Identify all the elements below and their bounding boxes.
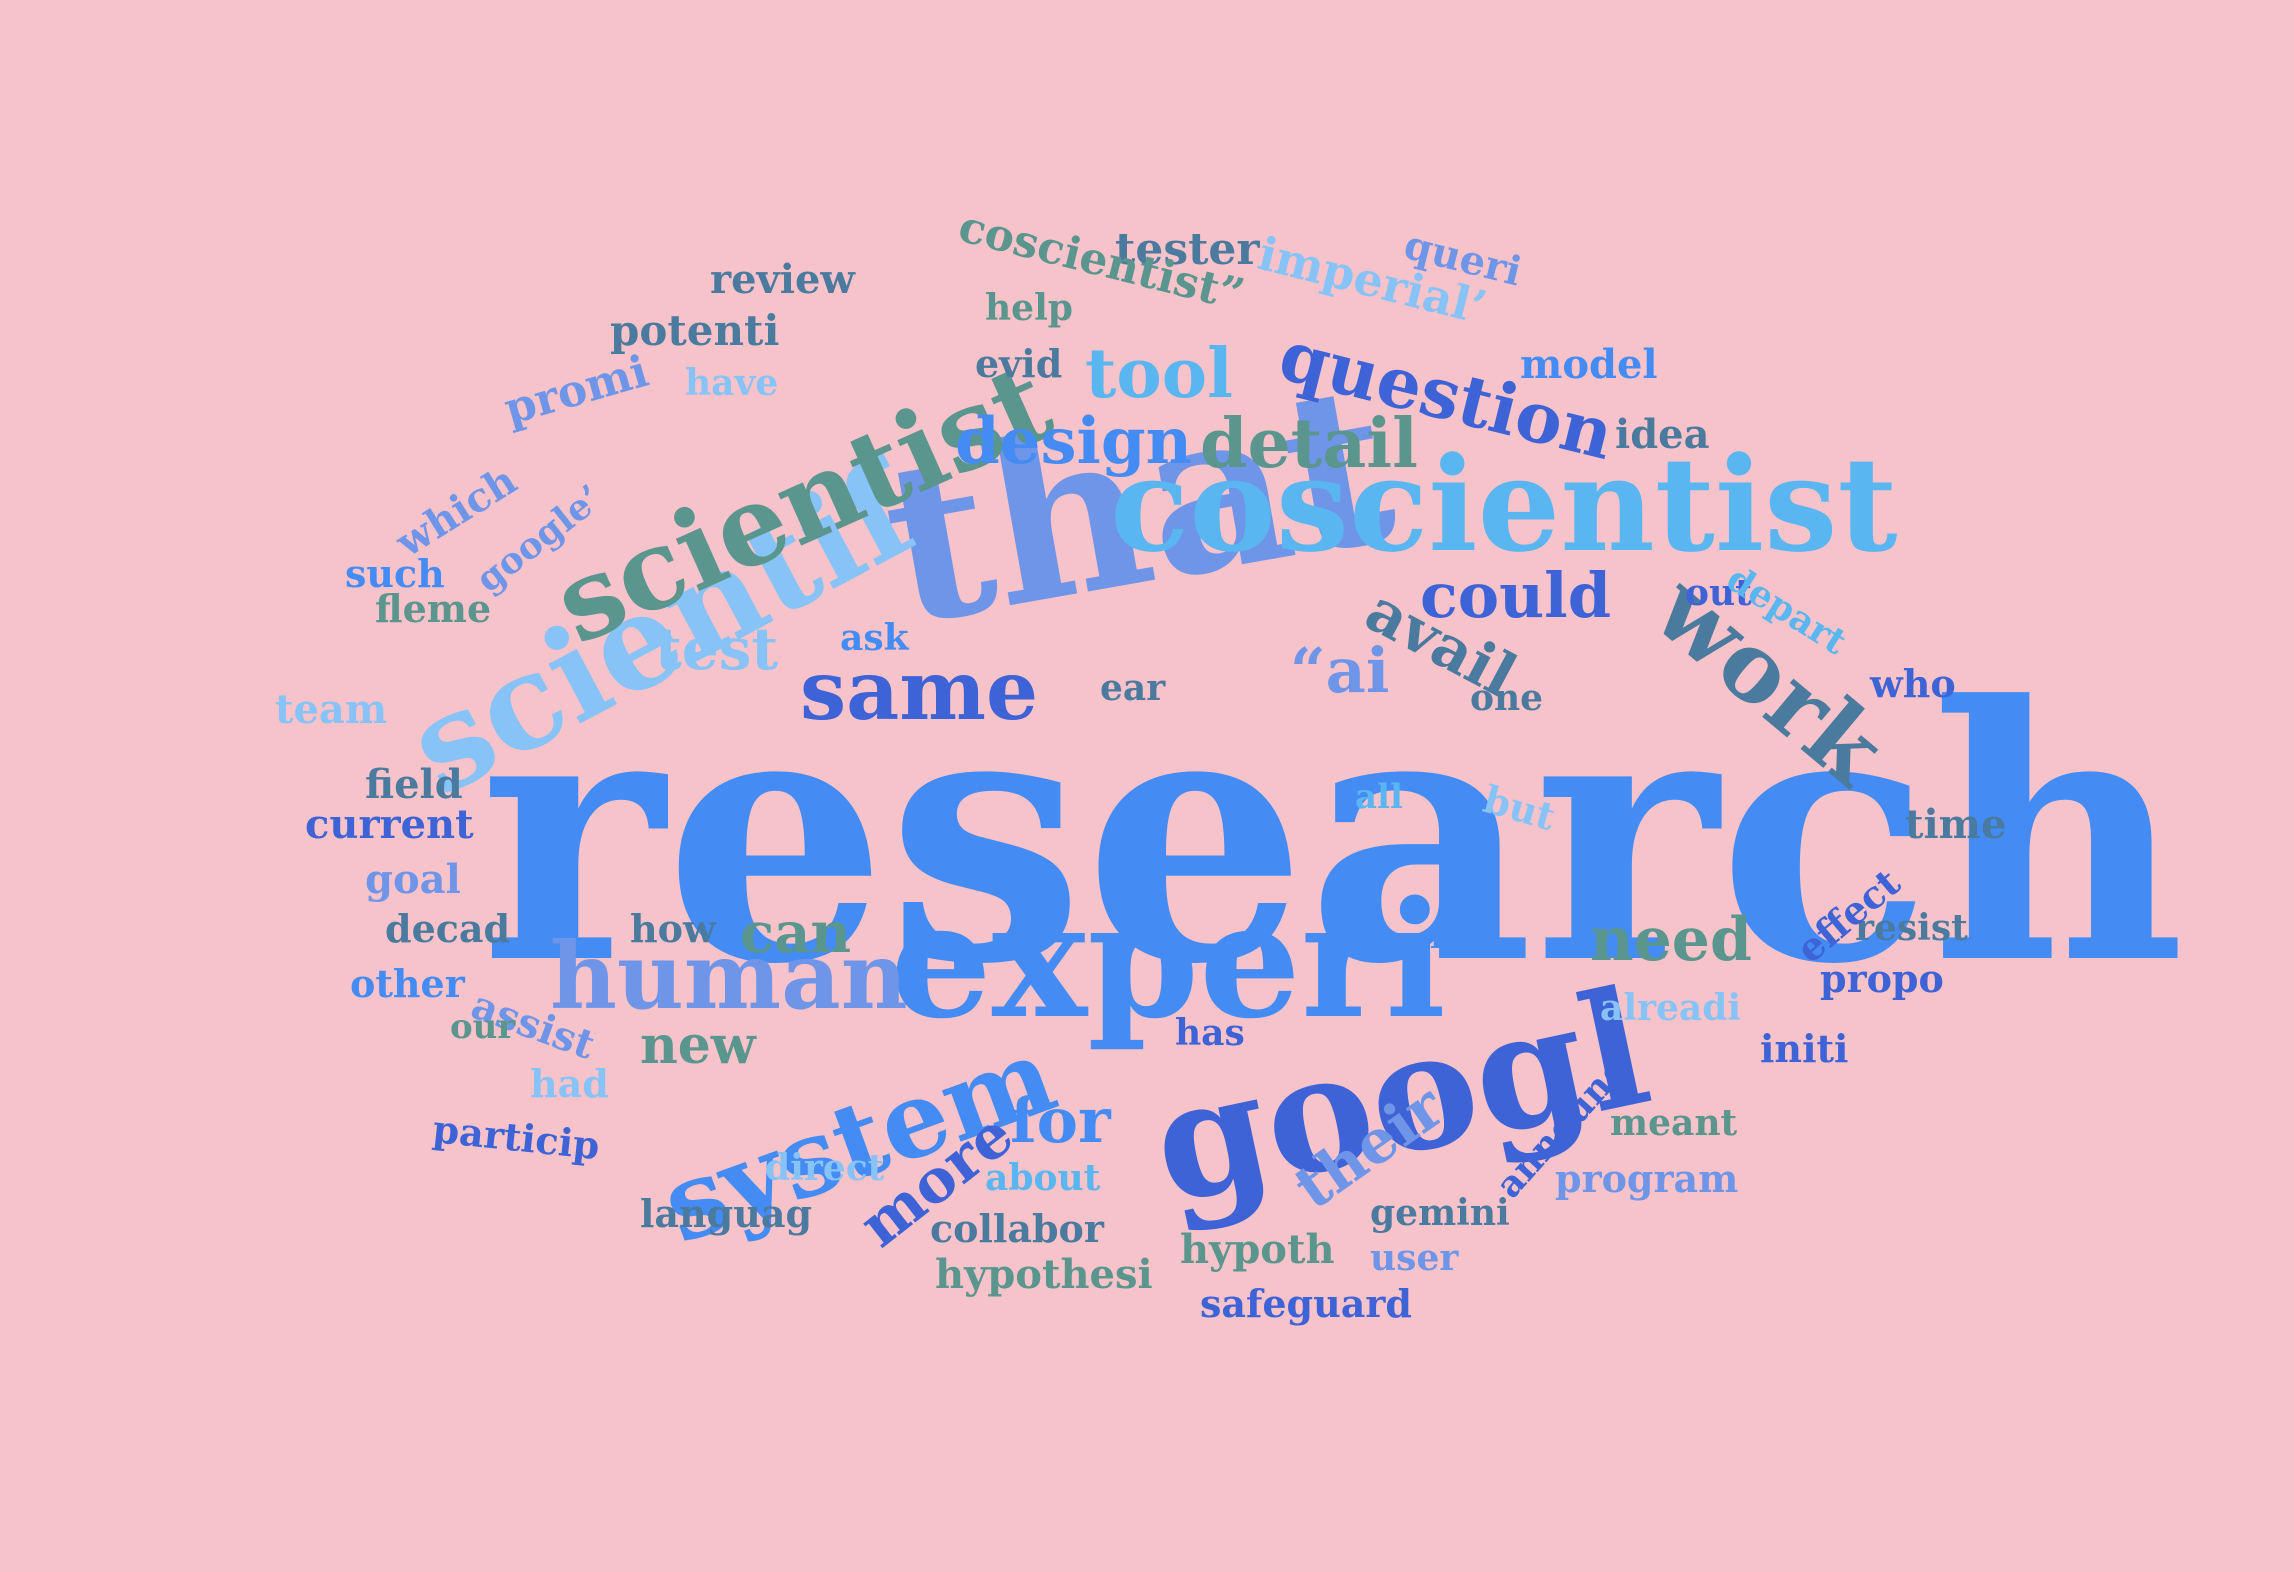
word-could: could <box>1420 559 1612 632</box>
word-propo: propo <box>1820 956 1944 1001</box>
word-ear: ear <box>1100 667 1166 709</box>
word-all: all <box>1355 777 1403 817</box>
word-had: had <box>530 1061 609 1106</box>
word-human: human <box>550 922 908 1030</box>
word-hypoth: hypoth <box>1180 1226 1335 1273</box>
word-fleme: fleme <box>375 586 492 631</box>
word-languag: languag <box>640 1191 813 1236</box>
word-gemini: gemini <box>1370 1192 1510 1234</box>
word-can: can <box>740 900 852 966</box>
word-particip: particip <box>430 1106 602 1169</box>
word-time: time <box>1905 801 2007 848</box>
word-alreadi: alreadi <box>1600 987 1742 1029</box>
word-meant: meant <box>1610 1102 1738 1144</box>
word-team: team <box>275 686 388 733</box>
word-who: who <box>1870 661 1956 706</box>
word-such: such <box>345 551 445 596</box>
word-out: out <box>1685 572 1752 614</box>
word-how: how <box>630 906 716 951</box>
word-detail: detail <box>1200 404 1418 484</box>
word-experi: experi <box>890 866 1446 1054</box>
word-resist: resist <box>1855 907 1968 949</box>
word-goal: goal <box>365 856 461 903</box>
word-it-apos: it’ <box>1430 917 1471 957</box>
word-safeguard: safeguard <box>1200 1281 1412 1326</box>
word-our: our <box>450 1007 516 1047</box>
word-has: has <box>1175 1012 1245 1054</box>
word-one: one <box>1470 677 1544 719</box>
word-current: current <box>305 801 474 848</box>
word-for: for <box>1010 1084 1111 1157</box>
word-model: model <box>1520 341 1658 388</box>
word-design: design <box>955 404 1193 479</box>
word-about: about <box>985 1157 1101 1199</box>
word-ai-quote: “ai <box>1290 634 1390 707</box>
word-research: research <box>480 629 2186 1041</box>
word-ask: ask <box>840 617 909 659</box>
word-new: new <box>640 1015 756 1076</box>
word-have: have <box>685 362 779 404</box>
word-direct: direct <box>765 1147 885 1189</box>
word-promi: promi <box>498 345 654 436</box>
word-help: help <box>985 287 1073 329</box>
word-program: program <box>1555 1156 1739 1201</box>
word-potenti: potenti <box>610 306 780 355</box>
word-hypothesi: hypothesi <box>935 1251 1153 1298</box>
word-field: field <box>365 761 463 808</box>
word-tester: tester <box>1115 224 1260 275</box>
word-tool: tool <box>1085 334 1233 414</box>
word-test: test <box>655 615 779 683</box>
word-decad: decad <box>385 906 511 951</box>
word-coscientist: coscientist <box>1110 428 1898 581</box>
word-evid: evid <box>975 341 1063 386</box>
word-same: same <box>800 643 1039 739</box>
word-collabor: collabor <box>930 1206 1104 1251</box>
word-need: need <box>1590 905 1752 975</box>
word-initi: initi <box>1760 1026 1849 1071</box>
word-review: review <box>710 256 855 303</box>
word-idea: idea <box>1615 411 1710 458</box>
word-other: other <box>350 961 465 1006</box>
word-user: user <box>1370 1237 1459 1279</box>
